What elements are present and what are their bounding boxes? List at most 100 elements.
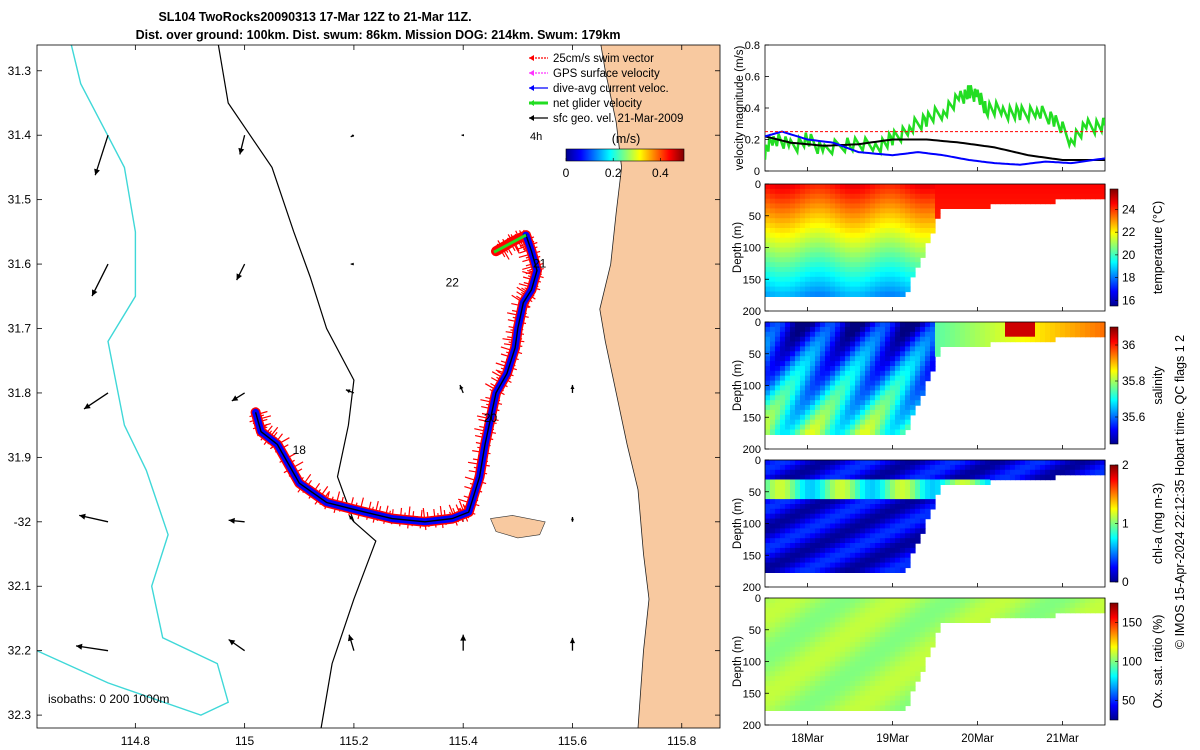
imos-credit: © IMOS 15-Apr-2024 22:12:35 Hobart time.… <box>1173 335 1187 649</box>
speed-colorbar <box>565 148 685 162</box>
map-y-tick-label: 31.3 <box>8 64 32 78</box>
depth-tick-label: 200 <box>743 720 761 732</box>
glider-track <box>249 229 544 531</box>
velocity-tick-label: 0.2 <box>745 135 760 147</box>
geo-velocity-arrow <box>228 517 245 524</box>
colorbar-tick: 1 <box>1122 517 1129 531</box>
day-label: 18 <box>293 443 307 457</box>
depth-tick-label: 0 <box>755 179 761 191</box>
map-y-ticks: 31.3 31.4 31.5 31.6 31.7 31.8 31.9 -32 32.1 32.2 3… <box>8 64 720 722</box>
velocity-series <box>765 130 1105 166</box>
map-y-tick-label: 31.7 <box>8 322 32 336</box>
colorbar-tick-label: 0.2 <box>605 166 622 180</box>
depth-tick-label: 100 <box>743 519 761 531</box>
colorbar-tick: 150 <box>1122 616 1142 630</box>
legend-entry: sfc geo. vel. 21-Mar-2009 <box>529 113 683 125</box>
depth-tick-label: 50 <box>749 211 761 223</box>
track-line <box>254 234 538 523</box>
isobath-200m <box>217 45 377 728</box>
geo-velocity-arrows <box>75 134 576 652</box>
depth-tick-label: 150 <box>743 550 761 562</box>
section-panel-chl-a: 0 50 100 150 200 Depth (m) 2 1 0 chl-a (mg m-3) <box>732 455 1165 594</box>
depth-tick-label: 100 <box>743 657 761 669</box>
isobath-1000m <box>37 45 230 716</box>
velocity-tick-label: 0.6 <box>745 72 760 84</box>
figure-title-line1: SL104 TwoRocks20090313 17-Mar 12Z to 21-… <box>158 10 471 24</box>
legend-4h-label: 4h <box>530 131 542 143</box>
section-x-ticks: 18Mar 19Mar 20Mar 21Mar <box>791 167 1079 745</box>
velocity-ylabel: velocity magnitude (m/s) <box>734 46 746 171</box>
depth-tick-label: 50 <box>749 625 761 637</box>
geo-velocity-arrow <box>236 263 246 281</box>
velocity-tick-label: 0 <box>754 166 760 178</box>
legend-label: dive-avg current veloc. <box>553 83 669 95</box>
geo-velocity-arrow <box>231 392 245 402</box>
map-y-tick-label: 32.1 <box>8 579 32 593</box>
geo-velocity-arrow <box>83 392 109 410</box>
colorbar-tick: 2 <box>1122 458 1129 472</box>
geo-velocity-arrow <box>460 634 467 651</box>
legend-label: net glider velocity <box>553 98 642 110</box>
depth-tick-label: 50 <box>749 349 761 361</box>
map-x-ticks: 114.8 115 115.2 115.4 115.6 115.8 <box>121 45 697 748</box>
geo-velocity-arrow <box>459 384 464 394</box>
date-tick-label: 19Mar <box>876 733 909 745</box>
legend-label: sfc geo. vel. 21-Mar-2009 <box>553 113 683 125</box>
map-x-tick-label: 114.8 <box>121 734 150 748</box>
legend-entry: GPS surface velocity <box>529 68 660 80</box>
colorbar-tick: 16 <box>1122 293 1136 307</box>
legend-entry: 25cm/s swim vector <box>529 53 654 65</box>
colorbar-label: (m/s) <box>612 132 640 146</box>
colorbar-label: chl-a (mg m-3) <box>1151 483 1165 564</box>
geo-velocity-arrow <box>350 134 355 138</box>
velocity-panel: 0 0.2 0.4 0.6 0.8 velocity magnitude (m/s) <box>734 40 1106 178</box>
geo-velocity-arrow <box>228 638 246 652</box>
isobath-note: isobaths: 0 200 1000m <box>48 692 169 706</box>
depth-tick-label: 200 <box>743 444 761 456</box>
depth-tick-label: 200 <box>743 306 761 318</box>
geo-velocity-arrow <box>570 384 575 393</box>
date-tick-label: 21Mar <box>1046 733 1079 745</box>
map-y-tick-label: 31.9 <box>8 450 32 464</box>
depth-axis-label: Depth (m) <box>732 498 744 549</box>
geo-velocity-arrow <box>75 643 109 652</box>
velocity-tick-label: 0.8 <box>745 40 760 52</box>
depth-tick-label: 0 <box>755 593 761 605</box>
land-polygon <box>599 45 720 728</box>
colorbar-label: temperature (°C) <box>1151 201 1165 294</box>
map-legend: 25cm/s swim vector GPS surface velocity di… <box>529 53 685 180</box>
date-tick-label: 18Mar <box>791 733 824 745</box>
depth-tick-label: 200 <box>743 582 761 594</box>
legend-label: GPS surface velocity <box>553 68 660 80</box>
geo-velocity-arrow <box>570 517 575 522</box>
geo-velocity-arrow <box>94 135 109 176</box>
depth-axis-label: Depth (m) <box>732 222 744 273</box>
map-frame <box>36 44 721 729</box>
colorbar-tick-label: 0.4 <box>652 166 669 180</box>
depth-axis-label: Depth (m) <box>732 636 744 687</box>
map-y-tick-label: 31.6 <box>8 257 32 271</box>
depth-tick-label: 0 <box>755 455 761 467</box>
colorbar-tick: 0 <box>1122 575 1129 589</box>
colorbar-label: Ox. sat. ratio (%) <box>1151 615 1165 709</box>
depth-tick-label: 150 <box>743 412 761 424</box>
map-y-tick-label: 32.3 <box>8 708 32 722</box>
map-y-tick-label: 31.8 <box>8 386 32 400</box>
map-y-tick-label: 31.5 <box>8 193 32 207</box>
depth-tick-label: 100 <box>743 243 761 255</box>
section-colorbar <box>1109 326 1119 445</box>
depth-axis-label: Depth (m) <box>732 360 744 411</box>
colorbar-tick: 22 <box>1122 225 1136 239</box>
geo-velocity-arrow <box>91 263 109 297</box>
colorbar-tick-label: 0 <box>563 166 570 180</box>
map-panel: 114.8 115 115.2 115.4 115.6 115.8 31.331.431.… <box>8 44 721 748</box>
colorbar-label: salinity <box>1151 366 1165 405</box>
day-label: 22 <box>446 276 460 290</box>
geo-velocity-arrow <box>238 135 246 155</box>
map-y-tick-label: -32 <box>14 515 32 529</box>
day-label: 20 <box>484 411 498 425</box>
geo-velocity-arrow <box>79 513 109 523</box>
colorbar-tick: 50 <box>1122 694 1136 708</box>
